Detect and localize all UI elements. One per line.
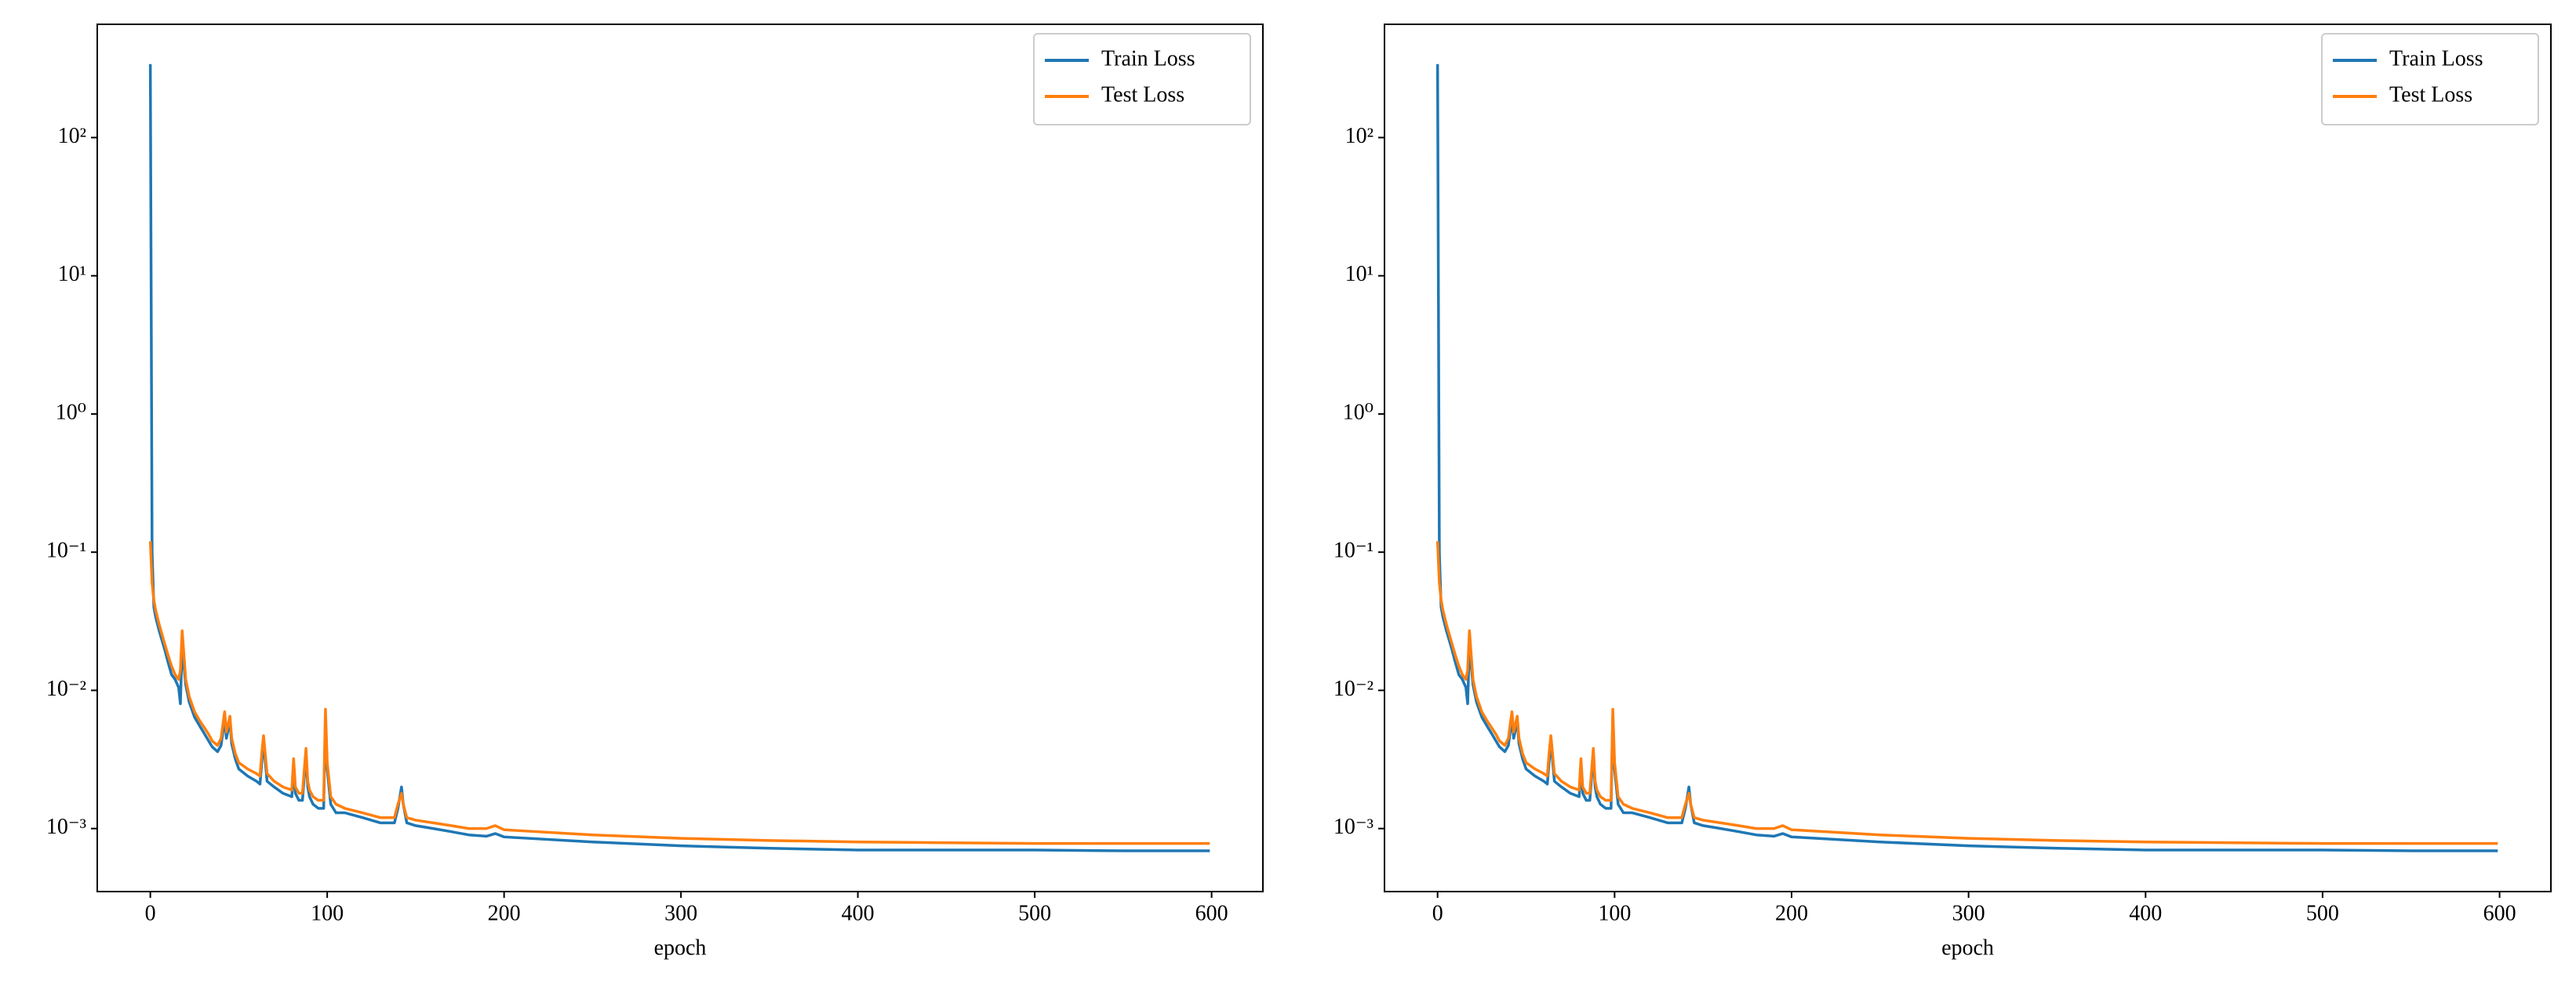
x-tick-label: 600: [1195, 901, 1228, 925]
legend-box: [2321, 33, 2539, 125]
x-tick-label: 400: [842, 901, 875, 925]
x-tick-label: 300: [1952, 901, 1985, 925]
lines: [148, 64, 1210, 852]
x-axis-label: epoch: [654, 935, 707, 960]
y-tick-label: 10⁰: [1343, 400, 1374, 424]
loss-line: [148, 64, 1210, 852]
y-tick-label: 10⁻¹: [46, 539, 86, 563]
y-tick-label: 10⁻¹: [1333, 539, 1374, 563]
x-tick-label: 500: [2306, 901, 2339, 925]
x-tick-label: 200: [488, 901, 521, 925]
chart-panel: 10⁻³ 10⁻² 10⁻¹ 10⁰ 10¹ 10² 0 100 200 300 400 500 600…: [1333, 24, 2552, 960]
axes-frame: [1384, 24, 2552, 892]
loss-line: [1435, 64, 2498, 852]
y-tick-label: 10⁻³: [46, 815, 86, 839]
x-tick-label: 100: [1598, 901, 1631, 925]
y-tick-label: 10¹: [1345, 262, 1374, 286]
y-tick-label: 10¹: [58, 262, 86, 286]
legend-label: Train Loss: [2389, 46, 2483, 71]
x-tick-label: 500: [1018, 901, 1051, 925]
legend-label: Train Loss: [1101, 46, 1195, 71]
lines: [1435, 64, 2498, 852]
x-tick-label: 100: [311, 901, 344, 925]
y-tick-label: 10⁻²: [46, 677, 86, 701]
x-tick-label: 400: [2129, 901, 2162, 925]
legend-label: Test Loss: [2389, 82, 2472, 107]
y-tick-label: 10²: [58, 124, 86, 148]
y-tick-label: 10²: [1345, 124, 1374, 148]
x-tick-label: 200: [1775, 901, 1808, 925]
legend-box: [1033, 33, 1251, 125]
x-axis-label: epoch: [1941, 935, 1994, 960]
x-tick-label: 0: [1432, 901, 1443, 925]
loss-line: [1435, 541, 2498, 845]
x-tick-label: 300: [664, 901, 697, 925]
y-tick-label: 10⁻²: [1333, 677, 1374, 701]
y-tick-label: 10⁰: [56, 400, 86, 424]
chart-panel: 10⁻³ 10⁻² 10⁻¹ 10⁰ 10¹ 10² 0 100 200 300 400 500 600…: [46, 24, 1264, 960]
legend-label: Test Loss: [1101, 82, 1184, 107]
y-tick-label: 10⁻³: [1333, 815, 1374, 839]
loss-line: [148, 541, 1210, 845]
x-tick-label: 600: [2483, 901, 2516, 925]
axes-frame: [96, 24, 1264, 892]
x-tick-label: 0: [145, 901, 156, 925]
